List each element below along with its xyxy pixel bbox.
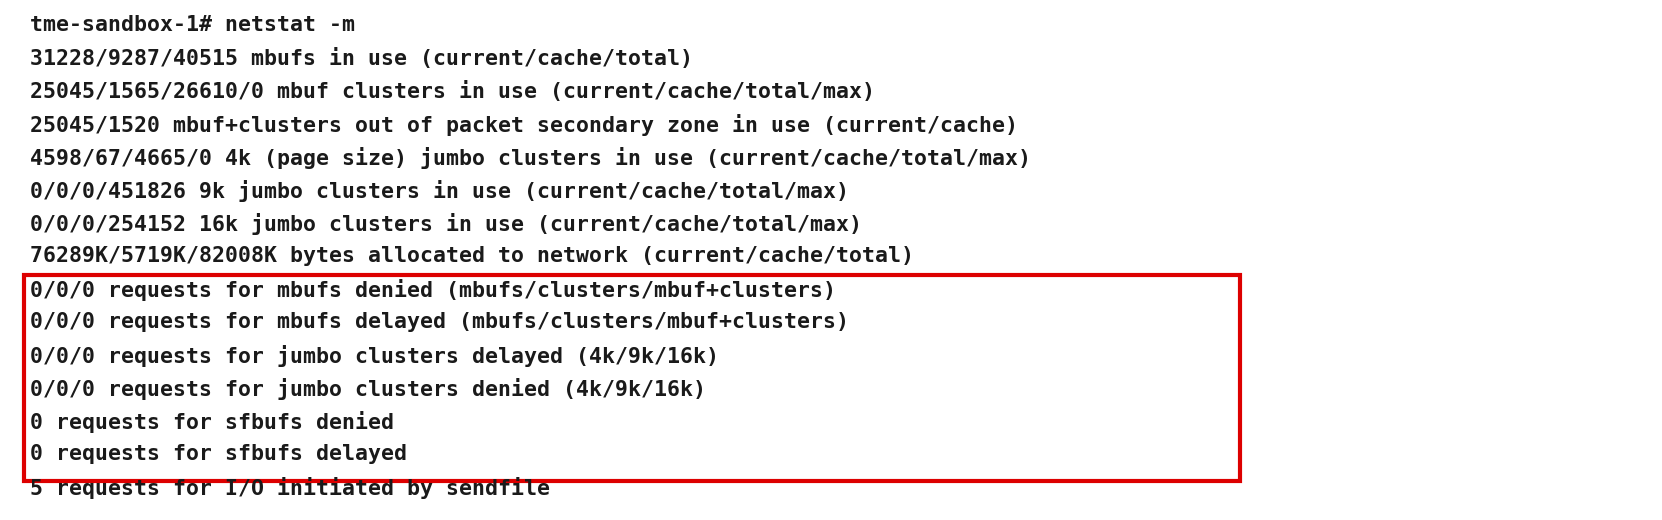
Text: 0/0/0/254152 16k jumbo clusters in use (current/cache/total/max): 0/0/0/254152 16k jumbo clusters in use (…: [30, 213, 863, 235]
Text: 5 requests for I/O initiated by sendfile: 5 requests for I/O initiated by sendfile: [30, 477, 550, 499]
Text: tme-sandbox-1# netstat -m: tme-sandbox-1# netstat -m: [30, 15, 356, 35]
Text: 0/0/0 requests for mbufs delayed (mbufs/clusters/mbuf+clusters): 0/0/0 requests for mbufs delayed (mbufs/…: [30, 312, 849, 332]
Text: 0 requests for sfbufs denied: 0 requests for sfbufs denied: [30, 411, 394, 433]
Text: 0/0/0/451826 9k jumbo clusters in use (current/cache/total/max): 0/0/0/451826 9k jumbo clusters in use (c…: [30, 180, 849, 202]
Text: 0 requests for sfbufs delayed: 0 requests for sfbufs delayed: [30, 444, 407, 464]
Text: 4598/67/4665/0 4k (page size) jumbo clusters in use (current/cache/total/max): 4598/67/4665/0 4k (page size) jumbo clus…: [30, 147, 1030, 169]
Bar: [23, 275, 1240, 481]
Text: 76289K/5719K/82008K bytes allocated to network (current/cache/total): 76289K/5719K/82008K bytes allocated to n…: [30, 246, 914, 266]
Text: 25045/1520 mbuf+clusters out of packet secondary zone in use (current/cache): 25045/1520 mbuf+clusters out of packet s…: [30, 114, 1019, 136]
Text: 31228/9287/40515 mbufs in use (current/cache/total): 31228/9287/40515 mbufs in use (current/c…: [30, 48, 693, 69]
Text: 25045/1565/26610/0 mbuf clusters in use (current/cache/total/max): 25045/1565/26610/0 mbuf clusters in use …: [30, 81, 874, 102]
Text: 0/0/0 requests for jumbo clusters denied (4k/9k/16k): 0/0/0 requests for jumbo clusters denied…: [30, 378, 706, 400]
Text: 0/0/0 requests for mbufs denied (mbufs/clusters/mbuf+clusters): 0/0/0 requests for mbufs denied (mbufs/c…: [30, 279, 836, 301]
Text: 0/0/0 requests for jumbo clusters delayed (4k/9k/16k): 0/0/0 requests for jumbo clusters delaye…: [30, 345, 720, 367]
